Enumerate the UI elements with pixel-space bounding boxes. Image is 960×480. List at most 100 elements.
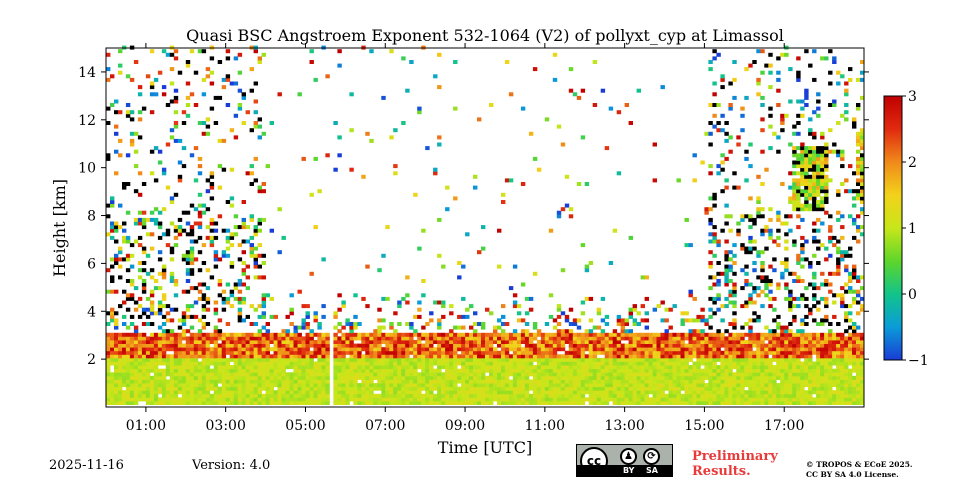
heatmap-cell (728, 375, 733, 380)
heatmap-cell (133, 307, 139, 312)
heatmap-cell (788, 185, 793, 190)
heatmap-cell (409, 60, 414, 64)
heatmap-cell (461, 375, 466, 380)
heatmap-cell (656, 340, 661, 344)
heatmap-cell (301, 304, 306, 309)
heatmap-cell (485, 350, 490, 355)
heatmap-cell (816, 286, 821, 291)
heatmap-cell (333, 393, 338, 398)
heatmap-cell (389, 361, 394, 366)
heatmap-cell (357, 386, 362, 391)
heatmap-cell (764, 361, 769, 366)
heatmap-cell (700, 347, 705, 352)
heatmap-cell (245, 225, 250, 230)
heatmap-cell (253, 375, 258, 380)
heatmap-cell (508, 343, 514, 348)
heatmap-cell (397, 304, 402, 309)
heatmap-cell (301, 365, 306, 370)
heatmap-cell (792, 332, 797, 337)
heatmap-cell (696, 354, 701, 359)
heatmap-cell (106, 311, 111, 316)
heatmap-cell (181, 164, 187, 169)
heatmap-cell (149, 171, 155, 176)
heatmap-cell (129, 361, 135, 366)
heatmap-cell (421, 354, 426, 359)
heatmap-cell (620, 401, 625, 405)
heatmap-cell (389, 340, 394, 344)
heatmap-cell (405, 347, 410, 352)
heatmap-cell (433, 386, 438, 391)
heatmap-cell (433, 375, 438, 380)
heatmap-cell (756, 81, 761, 86)
heatmap-cell (732, 325, 737, 330)
heatmap-cell (441, 357, 446, 362)
heatmap-cell (285, 383, 290, 388)
heatmap-cell (341, 336, 346, 341)
heatmap-cell (217, 332, 223, 337)
heatmap-cell (369, 350, 374, 355)
heatmap-cell (233, 393, 239, 398)
heatmap-cell (748, 354, 753, 359)
heatmap-cell (768, 379, 773, 384)
heatmap-cell (185, 271, 191, 276)
heatmap-cell (796, 386, 801, 391)
heatmap-cell (788, 307, 793, 312)
heatmap-cell (664, 375, 669, 380)
heatmap-cell (812, 200, 817, 204)
heatmap-cell (648, 372, 653, 377)
heatmap-cell (636, 332, 641, 337)
heatmap-cell (273, 372, 278, 377)
heatmap-cell (145, 336, 151, 341)
heatmap-cell (477, 340, 482, 344)
heatmap-cell (477, 347, 482, 352)
heatmap-cell (261, 375, 266, 380)
heatmap-cell (728, 383, 733, 388)
heatmap-cell (688, 289, 693, 294)
heatmap-cell (325, 368, 330, 373)
heatmap-cell (201, 282, 207, 287)
heatmap-cell (441, 397, 446, 402)
heatmap-cell (381, 354, 386, 359)
heatmap-cell (477, 393, 482, 398)
heatmap-cell (110, 307, 115, 312)
heatmap-cell (644, 347, 649, 352)
heatmap-cell (114, 354, 119, 359)
heatmap-cell (696, 375, 701, 380)
heatmap-cell (624, 372, 629, 377)
heatmap-cell (193, 257, 199, 262)
heatmap-cell (433, 167, 438, 172)
heatmap-cell (804, 340, 809, 344)
heatmap-cell (800, 203, 805, 208)
heatmap-cell (596, 361, 602, 366)
heatmap-cell (337, 343, 342, 348)
heatmap-cell (724, 375, 729, 380)
heatmap-cell (560, 397, 566, 402)
heatmap-cell (796, 261, 801, 265)
heatmap-cell (141, 282, 147, 287)
heatmap-cell (437, 343, 442, 348)
heatmap-cell (572, 379, 578, 384)
heatmap-cell (461, 401, 466, 405)
heatmap-cell (804, 189, 809, 194)
heatmap-cell (106, 336, 111, 341)
heatmap-cell (145, 397, 151, 402)
heatmap-cell (129, 372, 135, 377)
heatmap-cell (114, 368, 119, 373)
heatmap-cell (632, 361, 637, 366)
heatmap-cell (461, 340, 466, 344)
heatmap-cell (445, 340, 450, 344)
heatmap-cell (497, 401, 502, 405)
heatmap-cell (185, 401, 191, 405)
heatmap-cell (110, 397, 115, 402)
heatmap-cell (297, 372, 302, 377)
heatmap-cell (572, 386, 578, 391)
heatmap-cell (205, 357, 211, 362)
heatmap-cell (249, 246, 254, 251)
heatmap-cell (333, 343, 338, 348)
heatmap-cell (473, 375, 478, 380)
heatmap-cell (764, 167, 769, 172)
heatmap-cell (189, 357, 195, 362)
heatmap-cell (293, 325, 298, 330)
heatmap-cell (445, 383, 450, 388)
heatmap-cell (393, 350, 398, 355)
